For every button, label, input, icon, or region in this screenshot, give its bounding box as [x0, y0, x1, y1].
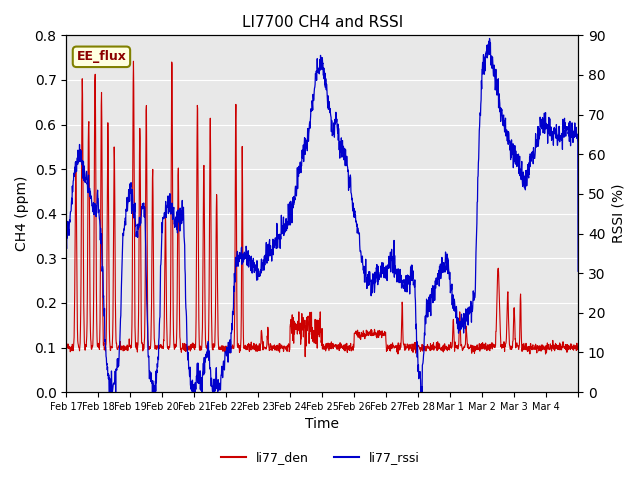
li77_rssi — [301, 152, 309, 157]
li77_den — [157, 342, 164, 348]
X-axis label: Time: Time — [305, 418, 339, 432]
Line: li77_rssi: li77_rssi — [67, 38, 578, 392]
li77_rssi — [63, 236, 70, 241]
li77_den — [130, 59, 138, 64]
Y-axis label: CH4 (ppm): CH4 (ppm) — [15, 176, 29, 252]
li77_rssi — [330, 128, 337, 133]
li77_rssi — [472, 250, 480, 255]
Y-axis label: RSSI (%): RSSI (%) — [611, 184, 625, 243]
li77_den — [301, 323, 309, 329]
li77_den — [148, 254, 156, 260]
Line: li77_den: li77_den — [67, 61, 578, 357]
li77_den — [63, 344, 70, 349]
Title: LI7700 CH4 and RSSI: LI7700 CH4 and RSSI — [241, 15, 403, 30]
li77_rssi — [148, 380, 156, 386]
Text: EE_flux: EE_flux — [77, 50, 126, 63]
li77_rssi — [486, 36, 493, 41]
Legend: li77_den, li77_rssi: li77_den, li77_rssi — [216, 446, 424, 469]
li77_rssi — [157, 262, 164, 267]
li77_den — [330, 343, 338, 349]
li77_den — [353, 330, 360, 336]
li77_rssi — [574, 268, 582, 274]
li77_den — [574, 344, 582, 350]
li77_den — [301, 354, 309, 360]
li77_rssi — [106, 389, 113, 395]
li77_den — [472, 343, 480, 349]
li77_rssi — [352, 218, 360, 224]
